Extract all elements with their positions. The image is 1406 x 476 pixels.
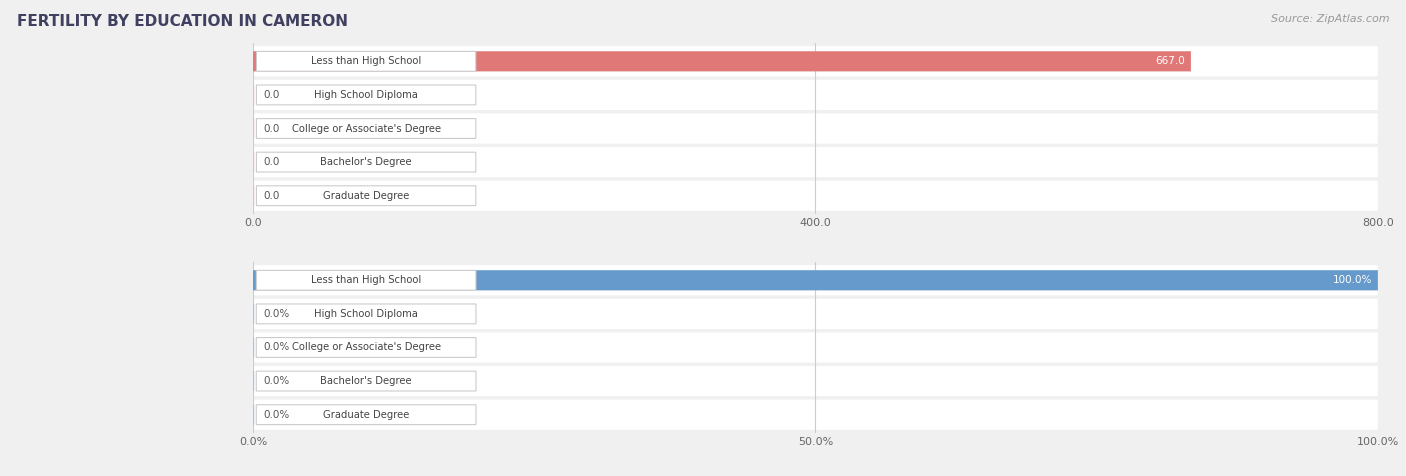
Text: 0.0%: 0.0%: [263, 342, 290, 353]
Text: Less than High School: Less than High School: [311, 56, 422, 66]
FancyBboxPatch shape: [256, 186, 475, 206]
Text: College or Associate's Degree: College or Associate's Degree: [291, 342, 440, 353]
Text: High School Diploma: High School Diploma: [314, 90, 418, 100]
FancyBboxPatch shape: [253, 366, 1378, 396]
FancyBboxPatch shape: [253, 147, 1378, 177]
FancyBboxPatch shape: [256, 51, 475, 71]
FancyBboxPatch shape: [253, 332, 1378, 363]
Text: 0.0%: 0.0%: [263, 410, 290, 420]
FancyBboxPatch shape: [256, 119, 475, 139]
FancyBboxPatch shape: [253, 80, 1378, 110]
Text: 0.0: 0.0: [263, 90, 280, 100]
FancyBboxPatch shape: [253, 299, 1378, 329]
FancyBboxPatch shape: [253, 180, 1378, 211]
Text: Source: ZipAtlas.com: Source: ZipAtlas.com: [1271, 14, 1389, 24]
Text: Bachelor's Degree: Bachelor's Degree: [321, 376, 412, 386]
FancyBboxPatch shape: [256, 152, 475, 172]
Text: College or Associate's Degree: College or Associate's Degree: [291, 123, 440, 134]
FancyBboxPatch shape: [253, 113, 1378, 144]
FancyBboxPatch shape: [253, 399, 1378, 430]
Text: 667.0: 667.0: [1156, 56, 1185, 66]
Text: Less than High School: Less than High School: [311, 275, 422, 285]
Text: High School Diploma: High School Diploma: [314, 309, 418, 319]
FancyBboxPatch shape: [253, 51, 1191, 71]
Text: Graduate Degree: Graduate Degree: [323, 410, 409, 420]
Text: FERTILITY BY EDUCATION IN CAMERON: FERTILITY BY EDUCATION IN CAMERON: [17, 14, 347, 30]
FancyBboxPatch shape: [256, 405, 477, 425]
FancyBboxPatch shape: [253, 265, 1378, 296]
Text: 0.0%: 0.0%: [263, 309, 290, 319]
FancyBboxPatch shape: [256, 371, 477, 391]
Text: Bachelor's Degree: Bachelor's Degree: [321, 157, 412, 167]
Text: 0.0: 0.0: [263, 123, 280, 134]
FancyBboxPatch shape: [253, 270, 1378, 290]
FancyBboxPatch shape: [256, 85, 475, 105]
Text: 0.0: 0.0: [263, 157, 280, 167]
Text: 0.0%: 0.0%: [263, 376, 290, 386]
FancyBboxPatch shape: [253, 46, 1378, 77]
FancyBboxPatch shape: [256, 337, 477, 357]
Text: 0.0: 0.0: [263, 191, 280, 201]
Text: 100.0%: 100.0%: [1333, 275, 1372, 285]
FancyBboxPatch shape: [256, 270, 477, 290]
FancyBboxPatch shape: [256, 304, 477, 324]
Text: Graduate Degree: Graduate Degree: [323, 191, 409, 201]
